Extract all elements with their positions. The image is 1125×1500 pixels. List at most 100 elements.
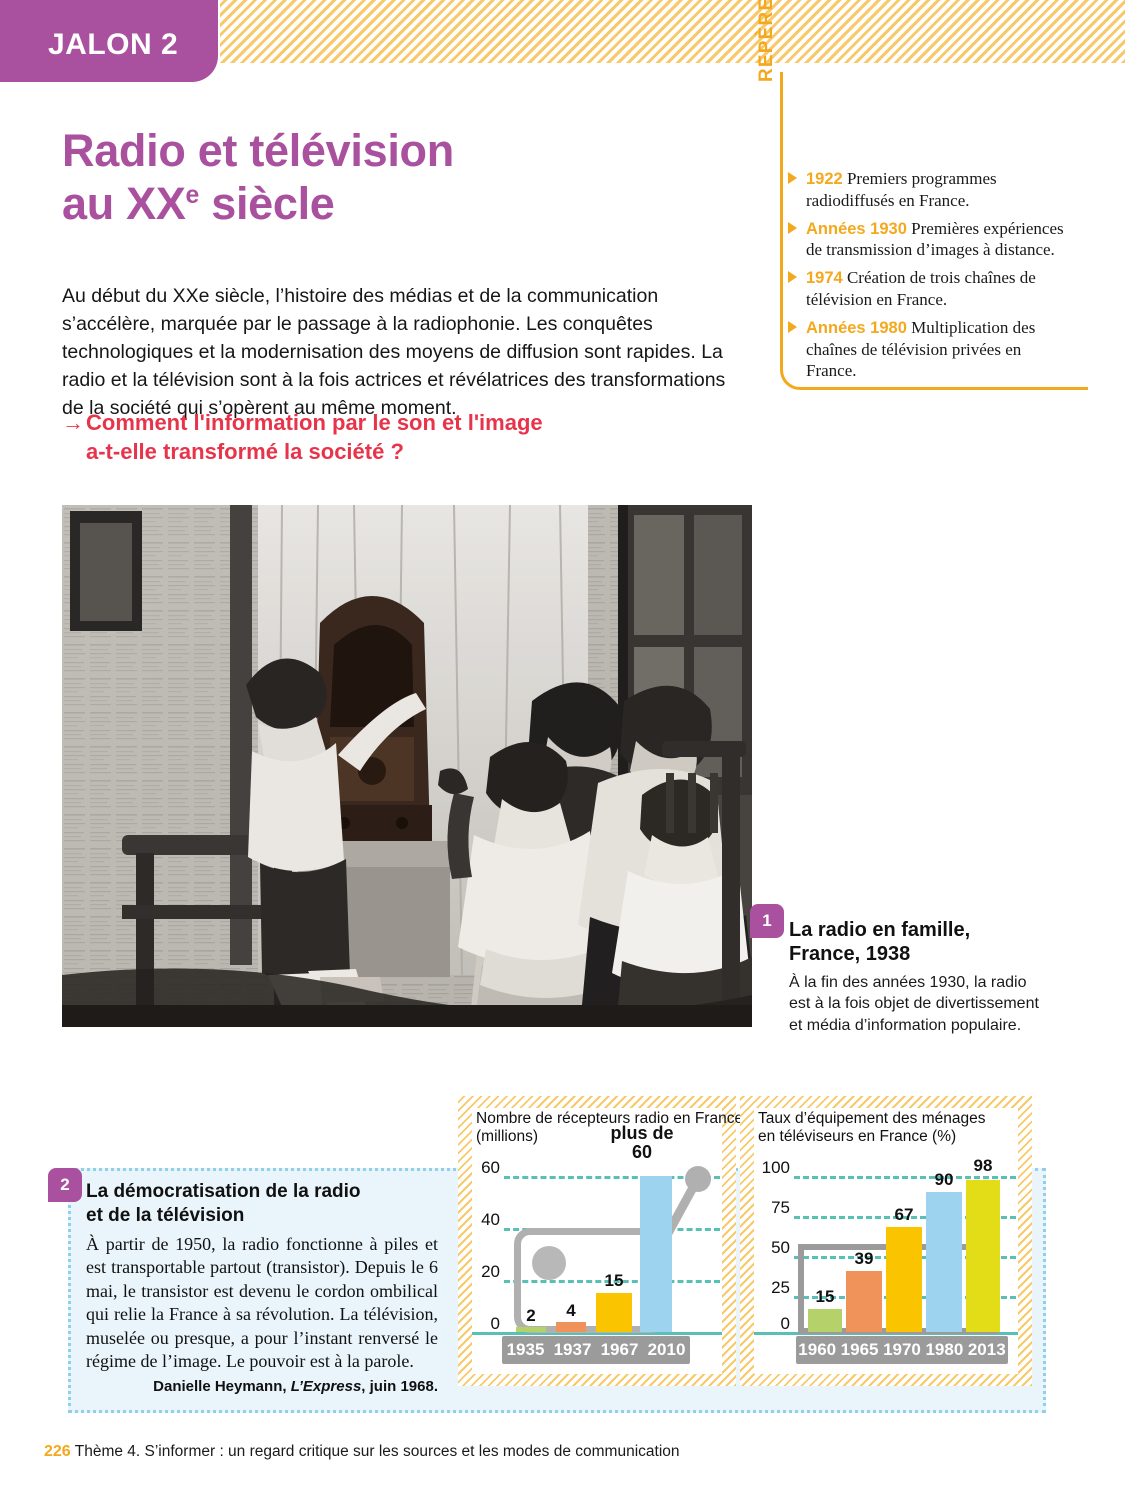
arrow-right-icon: → <box>62 410 84 435</box>
triangle-bullet-icon <box>788 320 797 333</box>
doc2-source-publication: L’Express <box>290 1378 362 1395</box>
question-line1: Comment l'information par le son et l'im… <box>86 410 543 435</box>
chart-radio-value-1937: 4 <box>566 1301 576 1320</box>
chart-radio-gridline-20 <box>504 1280 720 1283</box>
repere-date: Années 1930 <box>806 219 907 238</box>
chart-tv-ytick-50: 50 <box>771 1238 790 1257</box>
list-item: 1922 Premiers programmes radiodiffusés e… <box>788 168 1066 212</box>
list-item: 1974 Création de trois chaînes de télévi… <box>788 267 1066 311</box>
chart-radio-title-line2: (millions) <box>476 1127 538 1145</box>
triangle-bullet-icon <box>788 271 797 284</box>
page-title: Radio et télévision au XXe siècle <box>62 124 682 230</box>
chart-tv-xlabel-1980: 1980 <box>925 1340 964 1359</box>
chart-tv-xlabel-2013: 2013 <box>967 1340 1006 1359</box>
repere-text: Premiers programmes radiodiffusés en Fra… <box>806 169 997 210</box>
list-item: Années 1930 Premières expériences de tra… <box>788 218 1066 262</box>
chart-tv-xlabel-1960: 1960 <box>798 1340 837 1359</box>
chart-radio-ytick-60: 60 <box>481 1158 500 1177</box>
doc1-photo <box>62 505 752 1027</box>
repere-date: Années 1980 <box>806 318 907 337</box>
chart-radio-baseline <box>472 1332 722 1335</box>
doc2-body: À partir de 1950, la radio fonctionne à … <box>86 1234 438 1371</box>
doc2-title: La démocratisation de la radio et de la … <box>86 1180 436 1228</box>
page-title-line1: Radio et télévision <box>62 125 454 176</box>
reperes-frame <box>780 72 1088 390</box>
reperes-list: 1922 Premiers programmes radiodiffusés e… <box>788 168 1066 388</box>
list-item: Années 1980 Multiplication des chaînes d… <box>788 317 1066 382</box>
chart-tv-bar-1980 <box>926 1192 962 1332</box>
chart-radio-xlabel-2010: 2010 <box>647 1340 686 1359</box>
page-footer: 226 Thème 4. S’informer : un regard crit… <box>44 1443 680 1461</box>
repere-text: Création de trois chaînes de télévision … <box>806 268 1036 310</box>
chart-radio-bar-1967 <box>596 1293 632 1332</box>
jalon-tab: JALON 2 <box>0 0 218 82</box>
chart-tv-equipment: Taux d’équipement des ménages en télévis… <box>740 1096 1032 1386</box>
repere-date: 1974 <box>806 269 843 288</box>
chart-tv-xaxis: 1960 1965 1970 1980 2013 <box>796 1336 1008 1364</box>
chart-tv-bar-1965 <box>846 1271 882 1332</box>
jalon-label: JALON 2 <box>48 28 179 61</box>
intro-paragraph: Au début du XXe siècle, l’histoire des m… <box>62 284 726 419</box>
page-title-line2-post: siècle <box>199 178 335 230</box>
doc2-badge: 2 <box>48 1168 82 1202</box>
page-title-line2: au XXe siècle <box>62 177 682 230</box>
chart-radio-title-line1: Nombre de récepteurs radio en France <box>476 1110 744 1127</box>
chart-radio-annotation-text: plus de <box>610 1123 674 1143</box>
footer-page-number: 226 <box>44 1443 71 1460</box>
rocking-chair <box>662 741 746 1015</box>
chart-tv-ytick-0: 0 <box>780 1314 790 1333</box>
chart-tv-title: Taux d’équipement des ménages en télévis… <box>758 1110 985 1145</box>
chart-radio-gridline-60 <box>504 1176 720 1179</box>
chart-tv-bar-1960 <box>808 1309 842 1332</box>
chart-tv-xlabel-1970: 1970 <box>883 1340 921 1359</box>
radio-speaker-icon <box>532 1246 566 1280</box>
doc1-badge: 1 <box>750 904 784 938</box>
chart-tv-gridline-100 <box>794 1176 1016 1179</box>
chart-tv-ytick-25: 25 <box>771 1278 790 1297</box>
chart-radio-value-2010: 60 <box>631 1142 653 1163</box>
chart-radio-bar-2010 <box>640 1176 672 1332</box>
page-title-ordinal: e <box>185 182 200 210</box>
chart-tv-title-line1: Taux d’équipement des ménages <box>758 1110 986 1127</box>
chart-radio-plot-area: Nombre de récepteurs radio en France (mi… <box>472 1108 743 1374</box>
chart-radio-xlabel-1967: 1967 <box>600 1340 639 1359</box>
chart-tv-xlabel-1965: 1965 <box>840 1340 879 1359</box>
repere-text: Multiplication des chaînes de télévision… <box>806 317 1036 381</box>
reperes-label: REPÈRES <box>756 0 777 82</box>
doc1-caption-body: À la fin des années 1930, la radio est à… <box>789 974 1039 1034</box>
repere-text: Premières expériences de transmission d’… <box>806 218 1064 260</box>
chart-tv-gridline-75 <box>794 1216 1016 1219</box>
triangle-bullet-icon <box>788 172 797 184</box>
page-title-line2-pre: au XX <box>62 178 186 230</box>
chart-tv-ytick-75: 75 <box>771 1198 790 1217</box>
family-radio-photo-illustration <box>62 505 752 1027</box>
question-line2: a-t-elle transformé la société ? <box>86 439 404 465</box>
chart-radio-ytick-40: 40 <box>481 1210 500 1229</box>
doc2-source-date: , juin 1968. <box>361 1378 438 1395</box>
doc2-title-line2: et de la télévision <box>86 1204 245 1226</box>
toddler <box>438 741 612 998</box>
doc2-source-author: Danielle Heymann, <box>153 1378 291 1395</box>
top-hatch-band <box>220 0 1125 63</box>
chart-radio-annotation: plus de 60 <box>602 1123 682 1163</box>
chart-radio-value-1935: 2 <box>526 1306 536 1325</box>
footer-text: Thème 4. S’informer : un regard critique… <box>74 1443 680 1460</box>
triangle-bullet-icon <box>788 221 797 234</box>
chart-tv-value-1980: 90 <box>934 1170 954 1189</box>
guiding-question: → Comment l'information par le son et l'… <box>62 408 722 467</box>
chart-radio-ytick-0: 0 <box>490 1314 500 1333</box>
chart-tv-title-line2: en téléviseurs en France (%) <box>758 1127 957 1145</box>
chart-tv-value-1965: 39 <box>854 1249 874 1268</box>
chart-radio-bar-1937 <box>556 1322 586 1332</box>
chart-radio-bar-1935 <box>516 1327 546 1332</box>
repere-date: 1922 <box>806 170 843 188</box>
chart-tv-value-1970: 67 <box>894 1205 914 1224</box>
chart-radio-receivers: Nombre de récepteurs radio en France (mi… <box>458 1096 743 1386</box>
doc1-title-line2: France, 1938 <box>789 943 911 966</box>
doc1-caption-title: La radio en famille, France, 1938 <box>789 918 1039 967</box>
chart-tv-bar-1970 <box>886 1227 922 1332</box>
doc1-title-line1: La radio en famille, <box>789 919 971 941</box>
reperes-panel: REPÈRES 1922 Premiers programmes radiodi… <box>756 0 1088 392</box>
chart-tv-plot-area: Taux d’équipement des ménages en télévis… <box>754 1108 1018 1374</box>
doc2-title-line1: La démocratisation de la radio <box>86 1181 361 1202</box>
